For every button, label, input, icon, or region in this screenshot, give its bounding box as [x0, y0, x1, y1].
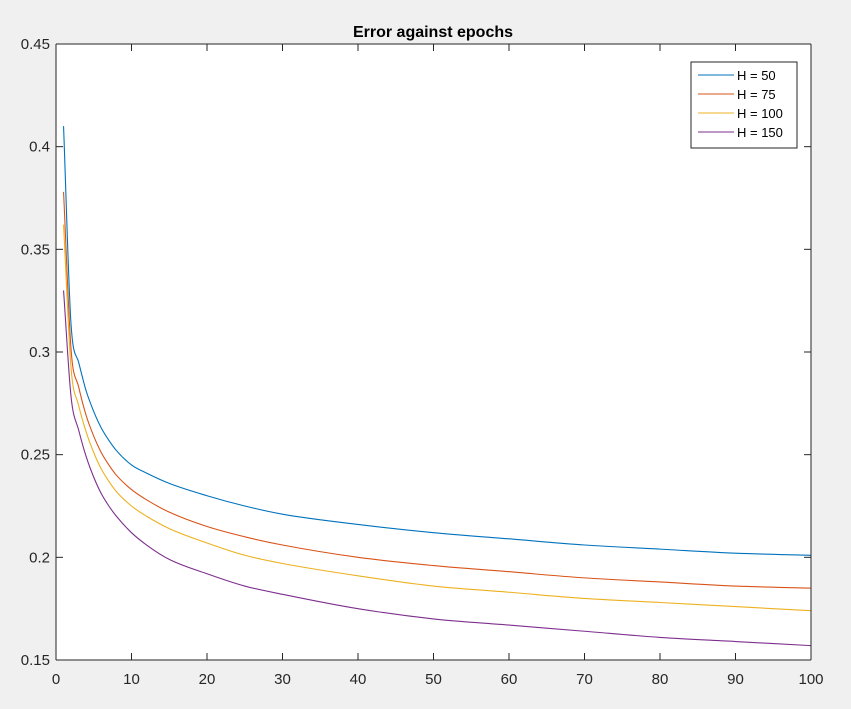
x-tick-label: 100 — [798, 671, 823, 688]
legend: H = 50 H = 75 H = 100 H = 150 — [690, 61, 798, 149]
y-axis-ticks: 0.15 0.2 0.25 0.3 0.35 0.4 0.45 — [21, 36, 811, 669]
x-tick-label: 60 — [501, 671, 518, 688]
x-tick-label: 0 — [52, 671, 60, 688]
x-tick-label: 30 — [274, 671, 291, 688]
series-line-2 — [63, 191, 812, 589]
x-tick-label: 40 — [350, 671, 367, 688]
chart-title: Error against epochs — [353, 24, 513, 41]
x-tick-label: 20 — [199, 671, 216, 688]
legend-label-4: H = 150 — [737, 125, 783, 140]
x-tick-label: 50 — [425, 671, 442, 688]
series-line-4 — [63, 290, 812, 647]
series-line-1 — [63, 126, 812, 556]
legend-label-3: H = 100 — [737, 106, 783, 121]
x-tick-label: 70 — [576, 671, 593, 688]
y-tick-label: 0.35 — [21, 241, 50, 258]
legend-label-2: H = 75 — [737, 87, 776, 102]
legend-label-1: H = 50 — [737, 68, 776, 83]
series-lines — [63, 126, 812, 647]
series-line-3 — [63, 224, 812, 612]
y-tick-label: 0.45 — [21, 36, 50, 53]
x-tick-label: 90 — [727, 671, 744, 688]
y-tick-label: 0.15 — [21, 652, 50, 669]
y-tick-label: 0.3 — [29, 344, 50, 361]
x-tick-label: 10 — [123, 671, 140, 688]
legend-box — [690, 61, 798, 149]
y-tick-label: 0.25 — [21, 447, 50, 464]
x-tick-label: 80 — [652, 671, 669, 688]
x-axis-ticks: 0 10 20 30 40 50 60 70 80 90 100 — [52, 44, 824, 688]
y-tick-label: 0.2 — [29, 549, 50, 566]
plot-area — [56, 44, 811, 660]
y-tick-label: 0.4 — [29, 139, 50, 156]
